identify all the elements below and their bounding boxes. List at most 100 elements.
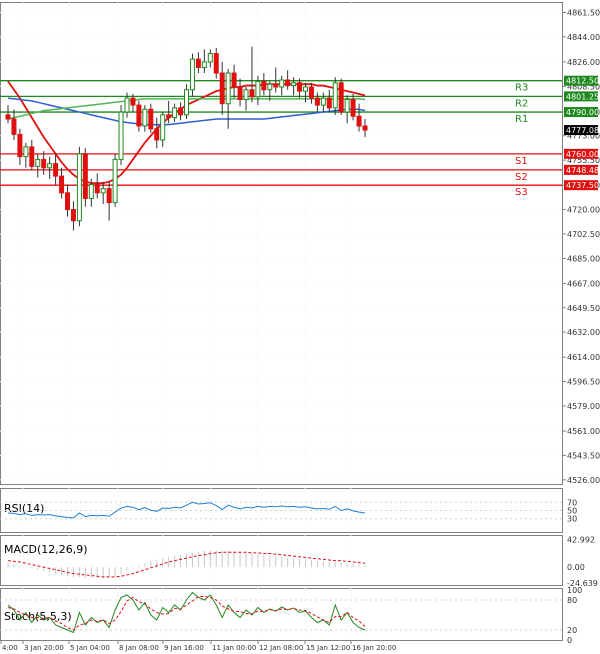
- rsi-title: RSI(14): [4, 502, 44, 515]
- candle-body: [160, 114, 166, 141]
- rsi-line: [7, 501, 366, 519]
- candle-body: [41, 158, 47, 169]
- candle-body: [65, 192, 70, 211]
- price-tick-label: 4844.00: [567, 33, 600, 42]
- time-tick-label: 9 Jan 16:00: [164, 644, 204, 652]
- candle-body: [88, 183, 94, 199]
- price-tick-label: 4826.00: [567, 58, 600, 67]
- candle-body: [261, 80, 267, 91]
- candle-body: [5, 114, 11, 120]
- level-labels: R3 4812.50 R2 4801.25 R1 4790.00 S1 4760.00 S2 47…: [515, 75, 599, 198]
- time-tick-label: 3 Jan 20:00: [24, 644, 64, 652]
- price-tick-label: 4561.00: [567, 427, 600, 436]
- candle-body: [76, 153, 82, 222]
- level-price-box-r1: [564, 107, 598, 118]
- time-tick-label: 11 Jan 00:00: [212, 644, 256, 652]
- candle-body: [70, 209, 76, 222]
- candle-body: [237, 86, 243, 101]
- candle-body: [303, 86, 308, 92]
- candle-body: [94, 183, 100, 194]
- candle-body: [308, 86, 314, 99]
- macd-indicator: MACD(12,26,9) 42.992 0.00 -24.639: [4, 535, 598, 588]
- time-axis: 4:00 3 Jan 20:00 5 Jan 04:00 8 Jan 08:00 9 J…: [0, 641, 396, 652]
- candle-body: [17, 133, 23, 158]
- candle-body: [53, 163, 59, 177]
- level-price-box-s3: [564, 180, 598, 191]
- price-tick-label: 4596.50: [567, 378, 600, 387]
- level-name-s3: S3: [515, 187, 528, 198]
- current-price-box: [564, 125, 598, 136]
- candle-body: [130, 97, 136, 106]
- stoch-tick-label: 0: [567, 636, 572, 645]
- candle-body: [350, 99, 356, 117]
- level-price-box-r2: [564, 91, 598, 102]
- candle-body: [47, 163, 53, 169]
- candle-body: [219, 72, 225, 105]
- candle-body: [279, 79, 285, 88]
- candlesticks: [5, 46, 368, 231]
- stoch-tick-label: 80: [567, 596, 577, 605]
- candle-body: [35, 158, 41, 167]
- candle-body: [11, 118, 17, 135]
- candle-body: [231, 72, 237, 88]
- candle-body: [124, 97, 130, 113]
- price-tick-label: 4685.00: [567, 254, 600, 263]
- rsi-tick-label: 50: [567, 507, 577, 516]
- candle-body: [243, 89, 249, 101]
- time-tick-label: 4:00: [2, 644, 18, 652]
- price-tick-label: 4579.00: [567, 402, 600, 411]
- price-tick-label: 4773.00: [567, 132, 600, 141]
- price-tick-label: 4861.50: [567, 8, 600, 17]
- candle-body: [213, 53, 219, 74]
- candle-body: [249, 89, 255, 98]
- level-name-s1: S1: [515, 156, 528, 167]
- macd-title: MACD(12,26,9): [4, 543, 88, 556]
- candle-body: [225, 72, 231, 105]
- candle-body: [326, 97, 332, 109]
- level-price-label-r3: 4812.50: [566, 77, 599, 86]
- candle-body: [100, 188, 106, 194]
- stoch-title: Stoch(5,5,3): [4, 610, 72, 623]
- candle-body: [356, 115, 362, 127]
- candle-body: [362, 125, 368, 131]
- candle-body: [207, 53, 213, 63]
- level-name-r3: R3: [515, 83, 528, 94]
- price-tick-label: 4808.50: [567, 82, 600, 91]
- price-tick-label: 4526.00: [567, 476, 600, 485]
- price-tick-label: 4543.50: [567, 451, 600, 460]
- candle-body: [178, 107, 184, 116]
- stoch-tick-label: 20: [567, 626, 577, 635]
- price-tick-label: 4649.50: [567, 304, 600, 313]
- stoch-d-line: [7, 596, 366, 631]
- candle-body: [172, 107, 178, 119]
- candle-body: [184, 89, 189, 116]
- stoch-pane-frame: [0, 588, 563, 641]
- candle-body: [291, 82, 297, 87]
- level-name-r2: R2: [515, 98, 528, 109]
- candle-body: [189, 58, 195, 91]
- candle-body: [118, 111, 124, 160]
- level-price-label-s3: 4737.50: [566, 181, 599, 190]
- candle-body: [195, 58, 201, 68]
- level-price-box-s1: [564, 148, 598, 159]
- time-tick-label: 5 Jan 04:00: [70, 644, 110, 652]
- candle-body: [255, 80, 261, 98]
- price-tick-label: 4667.00: [567, 279, 600, 288]
- candle-body: [59, 175, 65, 194]
- level-name-r1: R1: [515, 114, 528, 125]
- level-name-s2: S2: [515, 172, 528, 183]
- macd-signal-line: [7, 551, 366, 578]
- price-tick-label: 4614.00: [567, 353, 600, 362]
- candle-body: [166, 114, 172, 119]
- level-price-box-r3: [564, 75, 598, 86]
- candle-body: [338, 82, 344, 113]
- candle-body: [23, 146, 29, 158]
- candle-body: [314, 97, 320, 106]
- level-price-label-r2: 4801.25: [566, 92, 599, 101]
- candle-body: [154, 128, 160, 141]
- rsi-tick-label: 70: [567, 498, 577, 507]
- time-tick-label: 8 Jan 08:00: [119, 644, 159, 652]
- price-tick-label: 4632.00: [567, 328, 600, 337]
